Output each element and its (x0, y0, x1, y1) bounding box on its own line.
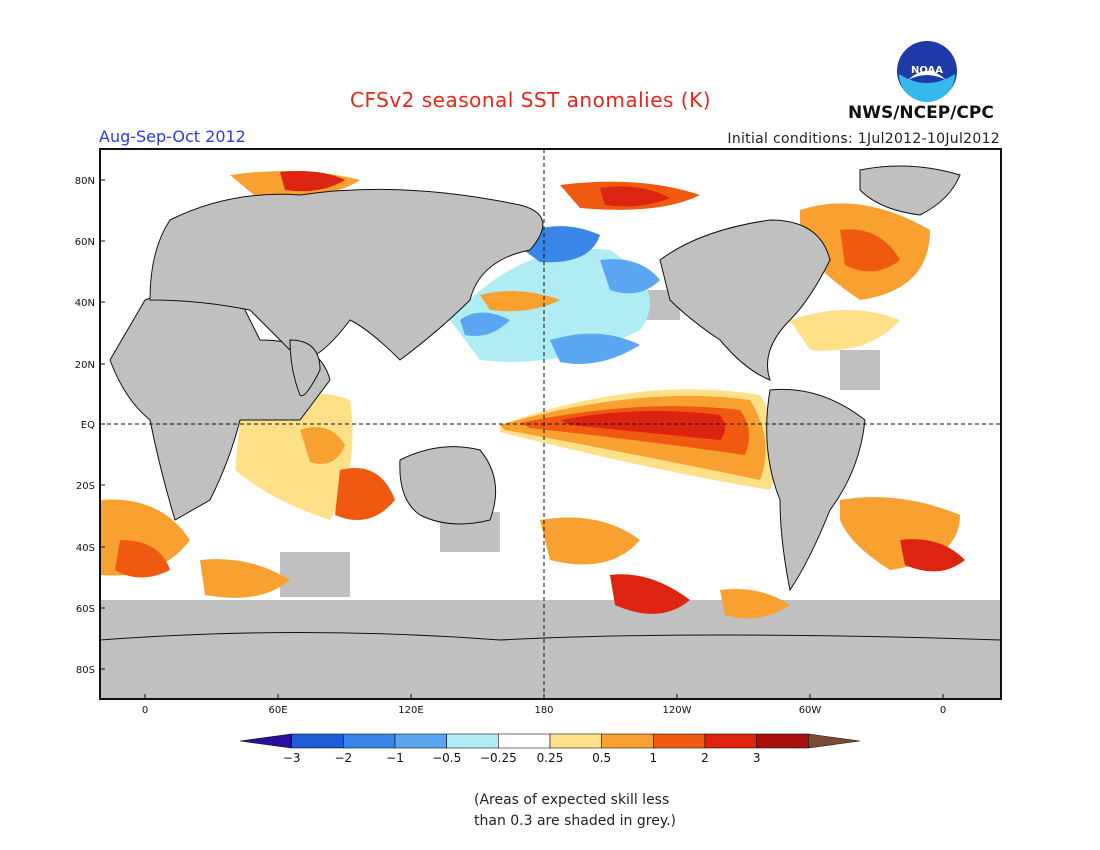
colorbar-segment (653, 733, 706, 749)
colorbar-tick-label: 2 (701, 751, 709, 765)
colorbar: −3 −2 −1 −0.5 −0.25 0.25 0.5 1 2 3 (239, 733, 861, 765)
colorbar-segment (601, 733, 654, 749)
lat-label: 80N (75, 176, 95, 187)
colorbar-tick-label: 0.5 (592, 751, 611, 765)
svg-text:NOAA: NOAA (911, 65, 943, 76)
lat-label: 40S (76, 543, 95, 554)
colorbar-tick-label: −1 (386, 751, 404, 765)
colorbar-segment (291, 733, 344, 749)
lon-label: 0 (940, 705, 946, 716)
colorbar-tick-label: 1 (650, 751, 658, 765)
lon-label: 180 (534, 705, 553, 716)
colorbar-segment (239, 733, 292, 749)
colorbar-segment (756, 733, 809, 749)
colorbar-tick-label: −3 (283, 751, 301, 765)
land (100, 165, 1001, 699)
colorbar-segment (343, 733, 396, 749)
footnote: (Areas of expected skill less than 0.3 a… (474, 792, 677, 829)
lat-label: EQ (81, 420, 95, 431)
agency-label: NWS/NCEP/CPC (848, 103, 994, 123)
colorbar-segment (446, 733, 499, 749)
lat-label: 20N (75, 360, 95, 371)
colorbar-segment (549, 733, 602, 749)
lon-label: 0 (142, 705, 148, 716)
lat-label: 60N (75, 237, 95, 248)
lat-label: 40N (75, 298, 95, 309)
latitude-labels: 80N 60N 40N 20N EQ 20S 40S 60S 80S (75, 176, 105, 676)
colorbar-tick-label: −0.5 (432, 751, 461, 765)
lat-label: 20S (76, 481, 95, 492)
initial-conditions-label: Initial conditions: 1Jul2012-10Jul2012 (727, 131, 1000, 147)
lon-label: 120W (663, 705, 692, 716)
colorbar-segment (394, 733, 447, 749)
colorbar-segment (704, 733, 757, 749)
colorbar-tick-label: 3 (753, 751, 761, 765)
colorbar-segment (498, 733, 551, 749)
chart-title: CFSv2 seasonal SST anomalies (K) (350, 88, 711, 112)
colorbar-tick-label: 0.25 (537, 751, 564, 765)
lon-label: 60E (268, 705, 287, 716)
colorbar-tick-label: −0.25 (480, 751, 517, 765)
lon-label: 120E (398, 705, 423, 716)
longitude-labels: 0 60E 120E 180 120W 60W 0 (142, 694, 946, 716)
lon-label: 60W (799, 705, 822, 716)
colorbar-segment (808, 733, 861, 749)
colorbar-tick-label: −2 (334, 751, 352, 765)
noaa-logo: NOAA (897, 41, 957, 102)
lat-label: 60S (76, 604, 95, 615)
lat-label: 80S (76, 665, 95, 676)
season-label: Aug-Sep-Oct 2012 (99, 127, 246, 146)
